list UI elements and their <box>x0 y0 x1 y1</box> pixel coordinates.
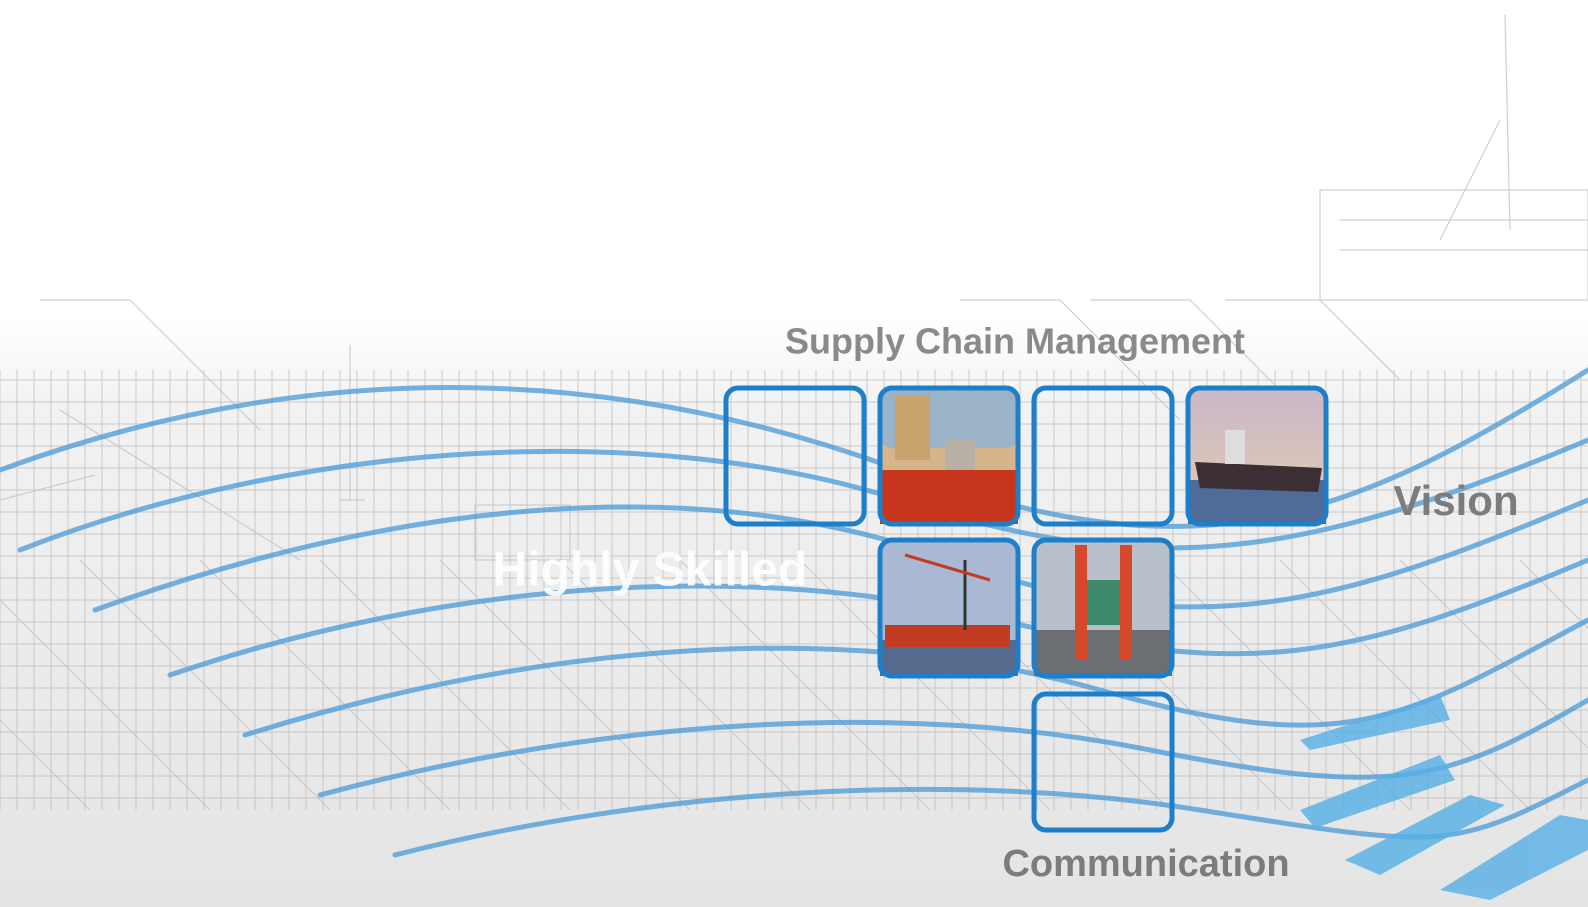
heading-vision: Vision <box>1393 477 1518 524</box>
photo-port-buildings <box>880 388 1018 524</box>
heading-communication: Communication <box>1002 843 1289 885</box>
photo-straddle-carrier <box>1034 540 1172 676</box>
photo-crane-ship <box>880 540 1018 676</box>
photo-tanker <box>1188 388 1326 524</box>
page: Supply Chain Management Highly Skilled V… <box>0 0 1588 907</box>
heading-supply-chain: Supply Chain Management <box>785 321 1245 362</box>
heading-highly-skilled: Highly Skilled <box>493 544 808 597</box>
banner: Supply Chain Management Highly Skilled V… <box>0 0 1588 907</box>
